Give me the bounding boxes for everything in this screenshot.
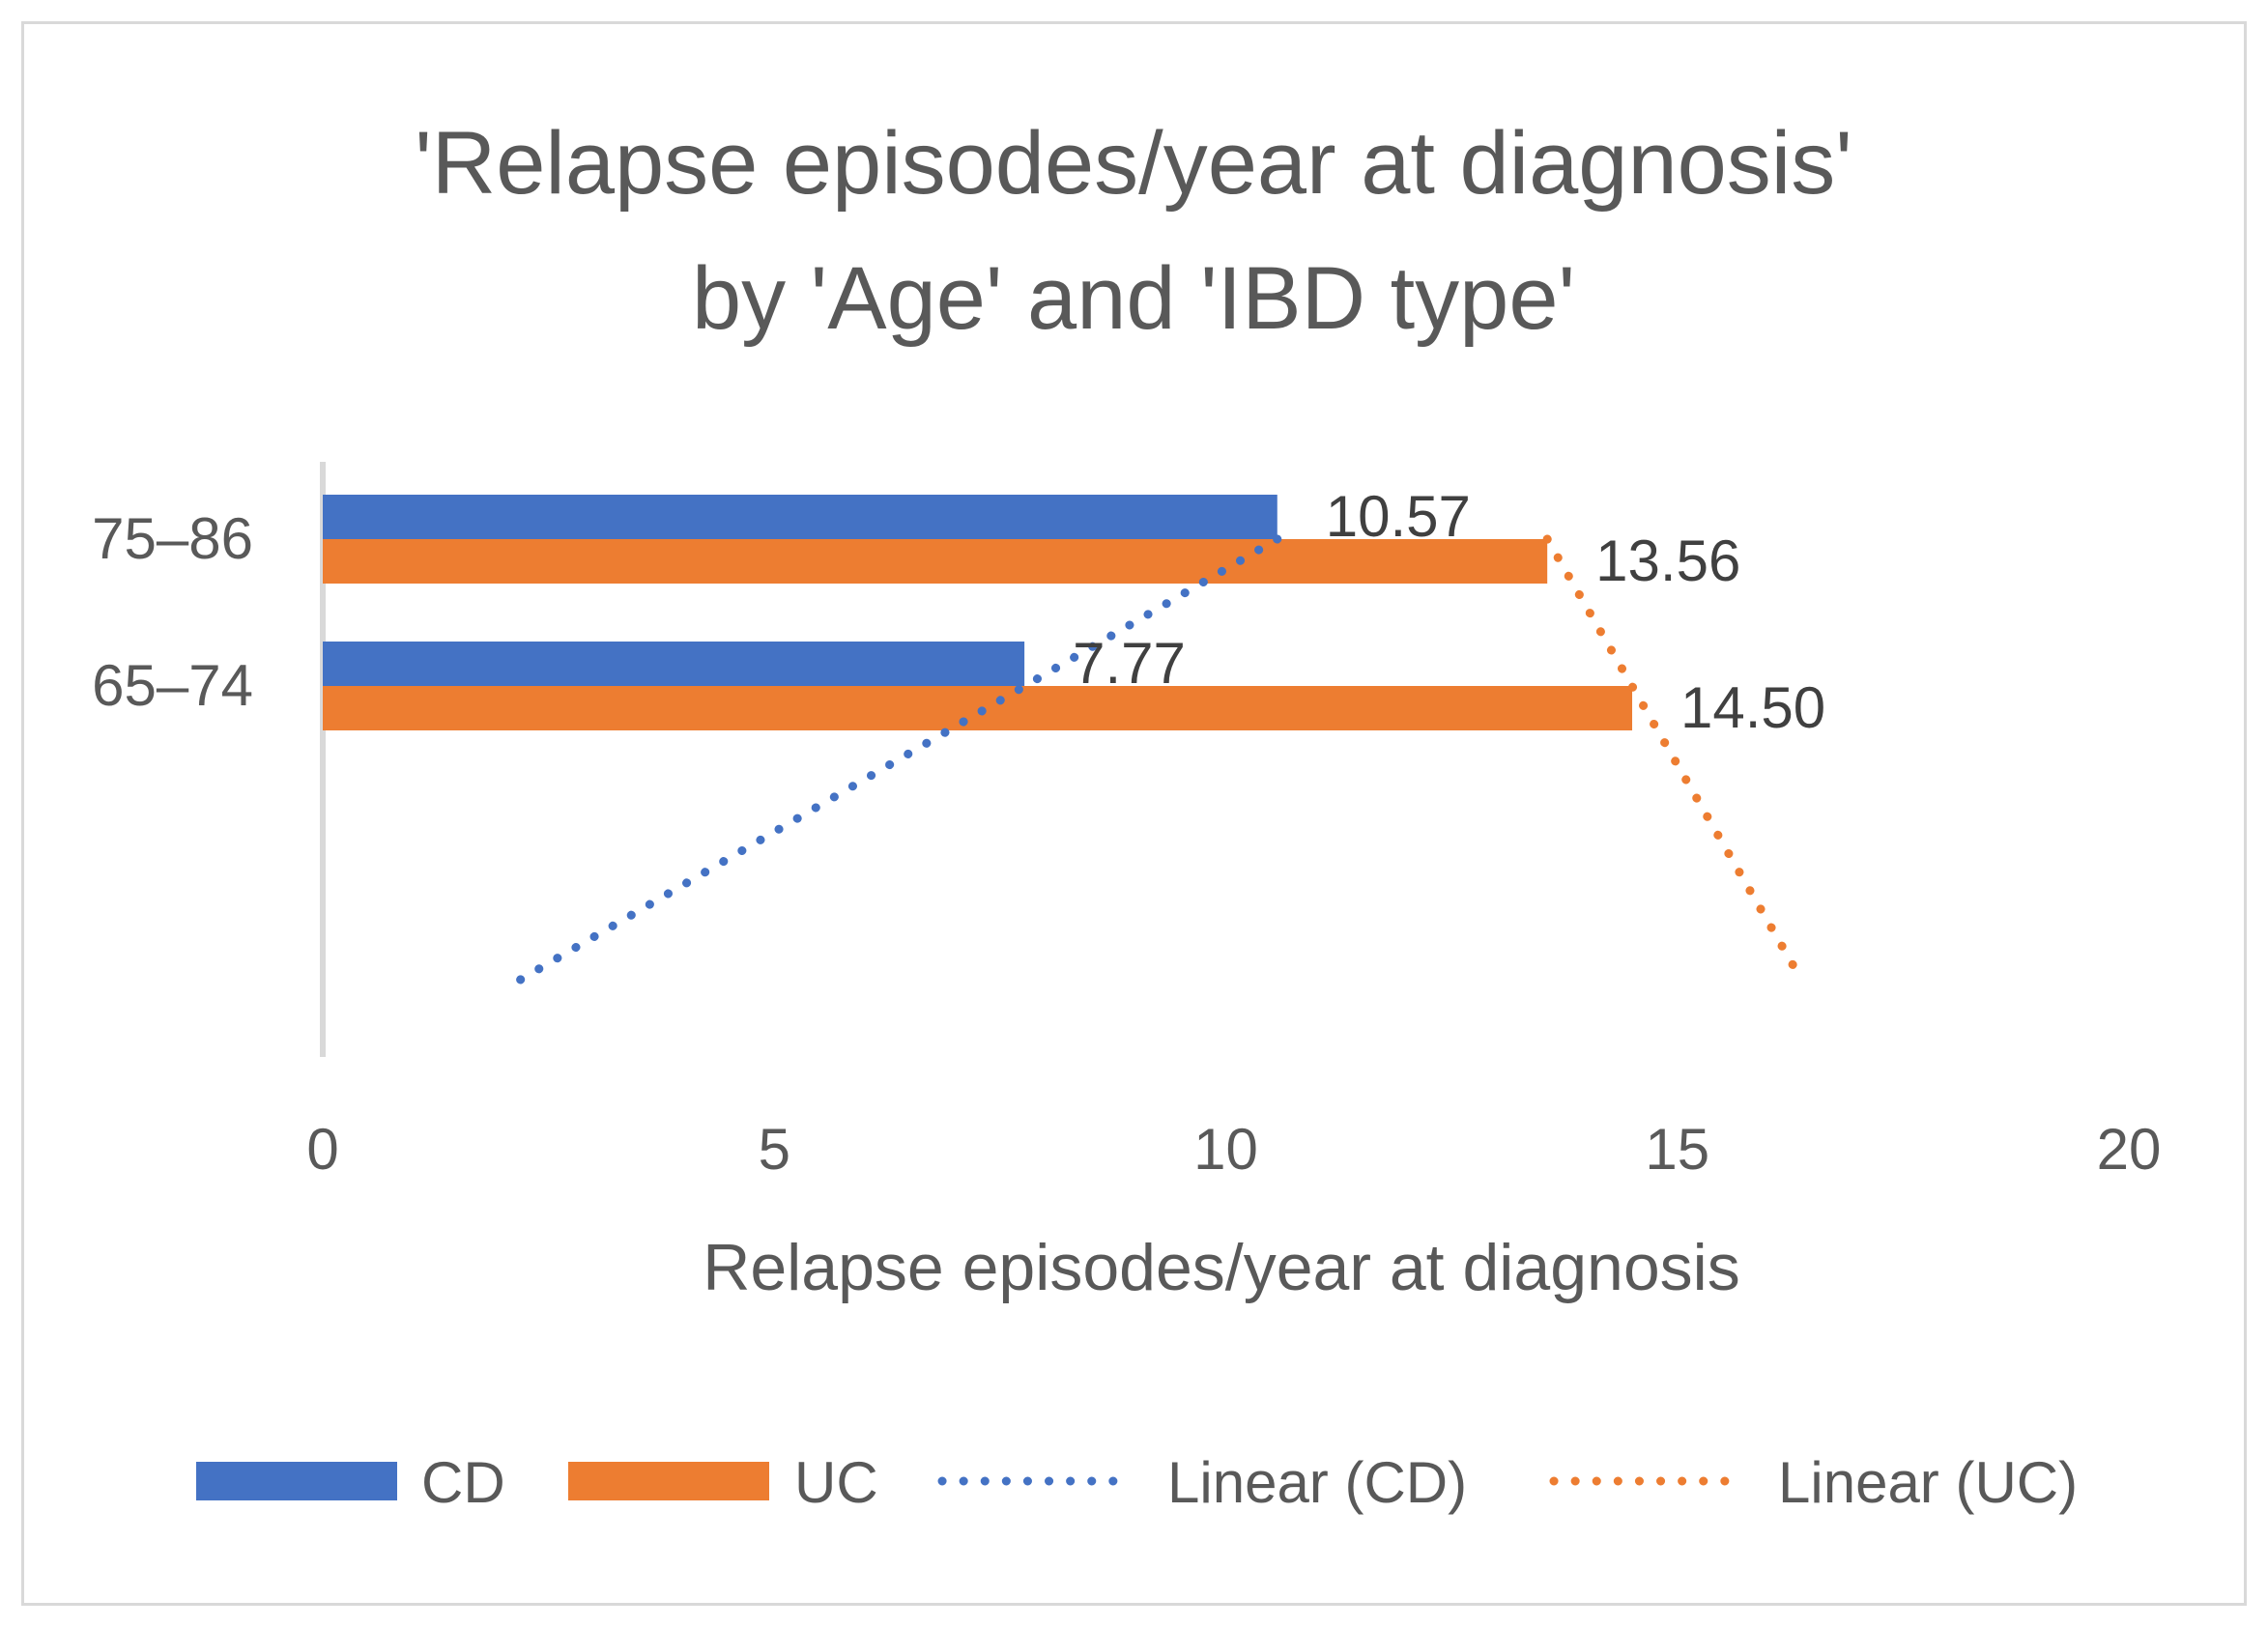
legend-swatch-uc: [568, 1462, 769, 1500]
data-label-uc-1: 14.50: [1680, 675, 1825, 740]
legend-label-linear-uc: Linear (UC): [1778, 1450, 2078, 1515]
x-tick-0: 0: [306, 1117, 338, 1182]
data-label-cd-0: 10.57: [1326, 484, 1471, 549]
x-ticks-group: 0 5 10 15 20: [306, 1117, 2161, 1182]
bar-uc-1: [323, 686, 1633, 730]
chart-title-line-1: 'Relapse episodes/year at diagnosis': [415, 114, 1852, 213]
trendline-uc: [1542, 534, 1807, 985]
chart-frame: [21, 21, 2247, 1606]
legend-swatch-cd: [196, 1462, 397, 1500]
x-tick-10: 10: [1193, 1117, 1258, 1182]
trendlines-group: [514, 534, 1807, 985]
category-label-0: 75–86: [92, 506, 253, 571]
bar-cd-0: [323, 495, 1278, 539]
x-tick-5: 5: [759, 1117, 790, 1182]
x-tick-20: 20: [2097, 1117, 2162, 1182]
data-label-uc-0: 13.56: [1595, 528, 1740, 593]
legend-label-cd: CD: [421, 1450, 505, 1515]
x-tick-15: 15: [1645, 1117, 1709, 1182]
bar-cd-1: [323, 642, 1025, 686]
trendline-cd: [514, 534, 1282, 985]
bars-group: [323, 495, 1633, 730]
legend: CD UC Linear (CD) Linear (UC): [196, 1450, 2078, 1515]
legend-label-linear-cd: Linear (CD): [1167, 1450, 1467, 1515]
data-label-cd-1: 7.77: [1073, 631, 1186, 696]
bar-uc-0: [323, 539, 1548, 584]
legend-label-uc: UC: [794, 1450, 878, 1515]
category-label-1: 65–74: [92, 653, 253, 718]
x-axis-label: Relapse episodes/year at diagnosis: [703, 1231, 1740, 1304]
category-labels-group: 75–86 65–74: [92, 506, 253, 718]
data-labels-group: 10.57 13.56 7.77 14.50: [1073, 484, 1825, 740]
chart-title-line-2: by 'Age' and 'IBD type': [692, 249, 1575, 348]
